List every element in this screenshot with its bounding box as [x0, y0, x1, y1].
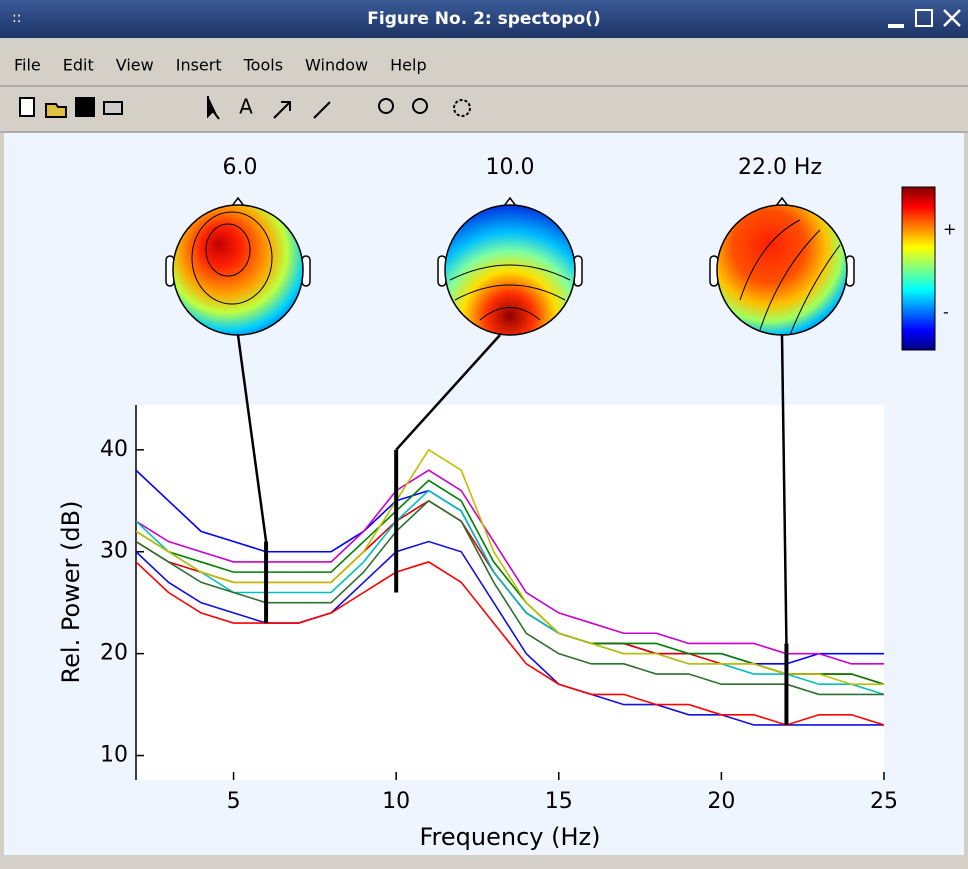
connector [780, 334, 788, 644]
x-tick-label: 25 [870, 789, 898, 814]
y-axis-label: Rel. Power (dB) [57, 501, 85, 684]
zoom-in-button[interactable] [378, 98, 394, 114]
window-title: Figure No. 2: spectopo() [367, 9, 600, 29]
spectrum-line [136, 448, 884, 686]
window-icon: :: [12, 10, 21, 26]
spectrum-line [136, 561, 884, 726]
x-tick-label: 10 [382, 789, 410, 814]
topo-label: 10.0 [486, 155, 535, 180]
maximize-button[interactable] [915, 9, 933, 27]
topo-label: 22.0 Hz [738, 155, 822, 180]
y-tick-label: 10 [100, 743, 128, 768]
spectrum-line [136, 499, 884, 696]
x-tick-label: 5 [227, 789, 241, 814]
connector [395, 334, 501, 451]
new-button[interactable] [19, 97, 35, 117]
select-button[interactable] [207, 96, 220, 120]
close-button[interactable] [943, 9, 961, 27]
status-bar [4, 855, 964, 865]
plot-lines [136, 448, 884, 726]
rotate-button[interactable] [453, 99, 471, 117]
zoom-out-button[interactable] [412, 98, 428, 114]
title-bar [0, 0, 968, 38]
menu-item[interactable]: View [116, 56, 154, 75]
arrow-button[interactable] [273, 101, 291, 119]
menu-bar: File Edit View Insert Tools Window Help [14, 56, 427, 75]
toolbar: A [19, 95, 471, 120]
colorbar-label: - [943, 303, 949, 322]
topo-label: 6.0 [223, 155, 258, 180]
colorbar [901, 186, 936, 351]
y-tick-label: 30 [100, 539, 128, 564]
minimize-button[interactable] [888, 24, 904, 28]
line-button[interactable] [313, 101, 331, 119]
text-button[interactable]: A [239, 95, 253, 119]
print-button[interactable] [103, 101, 123, 115]
spectrum-line [136, 489, 884, 696]
open-button[interactable] [45, 103, 67, 118]
x-axis-label: Frequency (Hz) [420, 823, 601, 851]
y-tick-label: 40 [100, 437, 128, 462]
spectrum-line [136, 469, 884, 665]
y-tick-label: 20 [100, 641, 128, 666]
x-tick-label: 15 [545, 789, 573, 814]
head-3 [709, 196, 855, 336]
x-tick-label: 20 [707, 789, 735, 814]
menu-item[interactable]: Tools [243, 56, 283, 75]
colorbar-label: + [943, 220, 956, 239]
spectrum-line [136, 540, 884, 726]
menu-item[interactable]: Help [390, 56, 426, 75]
head-2 [437, 196, 583, 336]
menu-item[interactable]: File [14, 56, 41, 75]
menu-item[interactable]: Window [305, 56, 368, 75]
menu-item[interactable]: Insert [176, 56, 222, 75]
connector [236, 334, 268, 542]
save-button[interactable] [75, 97, 95, 117]
menu-item[interactable]: Edit [63, 56, 94, 75]
